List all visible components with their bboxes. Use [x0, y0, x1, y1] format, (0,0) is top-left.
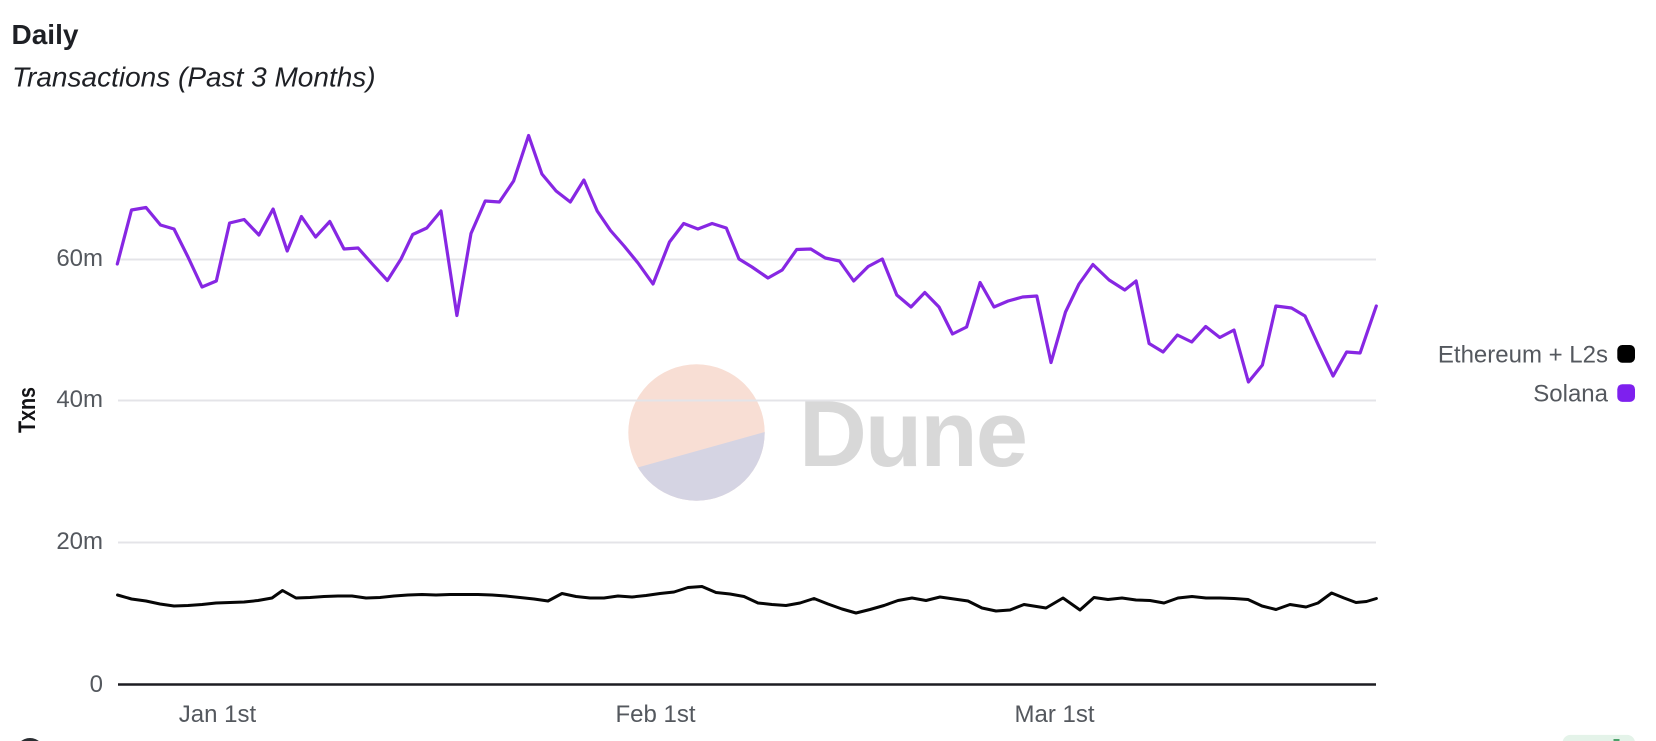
svg-text:Feb 1st: Feb 1st: [615, 701, 695, 728]
svg-text:0: 0: [90, 671, 103, 698]
svg-text:Jan 1st: Jan 1st: [179, 701, 257, 728]
svg-text:20m: 20m: [56, 528, 103, 555]
svg-text:Transactions (Past 3 Months): Transactions (Past 3 Months): [12, 62, 376, 93]
svg-text:60m: 60m: [56, 245, 103, 272]
svg-text:Txns: Txns: [14, 387, 41, 433]
svg-text:40m: 40m: [56, 386, 103, 413]
svg-text:Ethereum + L2s: Ethereum + L2s: [1438, 342, 1608, 369]
svg-text:Daily: Daily: [12, 19, 79, 50]
svg-text:Mar 1st: Mar 1st: [1014, 701, 1094, 728]
svg-text:Dune: Dune: [799, 381, 1026, 486]
svg-text:Solana: Solana: [1533, 381, 1608, 408]
